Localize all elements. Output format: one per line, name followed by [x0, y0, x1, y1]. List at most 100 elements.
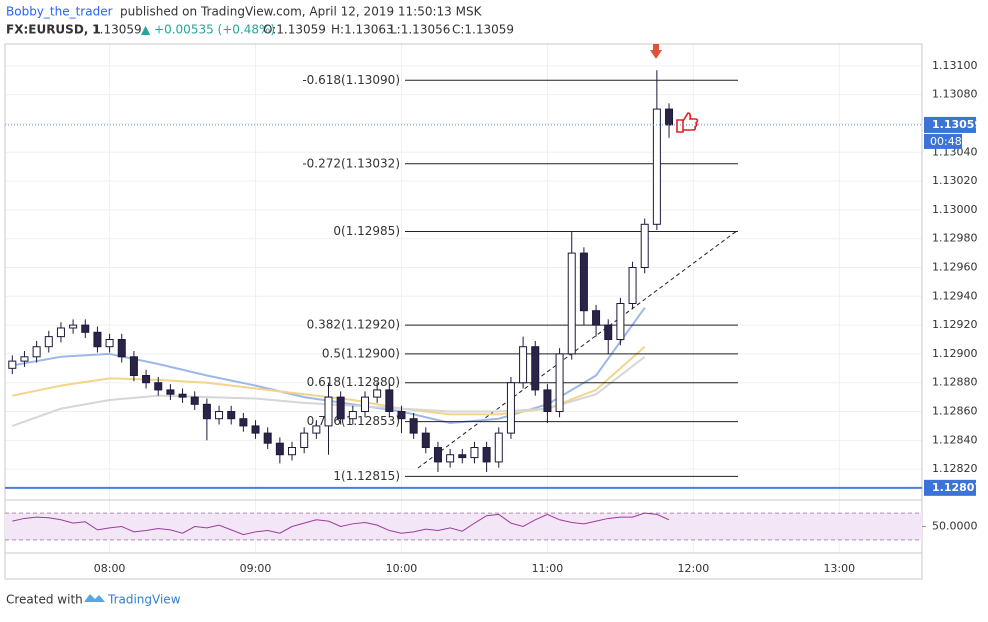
fib-label: 0.618(1.12880) — [307, 375, 400, 389]
candle-body — [105, 339, 114, 348]
fib-label: 0.382(1.12920) — [307, 318, 400, 332]
candle-body — [215, 411, 224, 420]
last-price-label: 1.13059 — [932, 118, 982, 131]
published: published on TradingView.com, April 12, … — [120, 5, 483, 19]
candle-body — [117, 339, 126, 358]
candle-body — [616, 303, 625, 341]
last: 1.13059 — [92, 23, 142, 37]
candle-body — [69, 324, 78, 329]
candle-body — [531, 346, 540, 391]
y-tick-label: 1.13100 — [932, 59, 978, 72]
candle-body — [336, 396, 345, 420]
support-tag — [924, 479, 976, 496]
candle-body — [592, 310, 601, 326]
candle-body — [421, 432, 430, 449]
countdown: 00:48 — [930, 135, 962, 148]
candle-body — [275, 442, 284, 456]
candle-body — [543, 389, 552, 413]
candle-body — [628, 267, 637, 305]
y-tick-label: 1.12960 — [932, 261, 978, 274]
symbol: FX:EURUSD, 1 — [6, 23, 101, 37]
candle-body — [142, 375, 151, 384]
fib-label: 0.5(1.12900) — [322, 346, 400, 360]
candle-body — [494, 432, 503, 463]
candle-body — [665, 108, 674, 126]
tv-logo — [84, 594, 105, 602]
candle-body — [288, 447, 297, 456]
candle-body — [20, 356, 29, 362]
candle-body — [129, 356, 138, 377]
footer-brand[interactable]: TradingView — [107, 593, 181, 607]
candle-body — [8, 360, 17, 369]
candle-body — [324, 396, 333, 427]
support-label: 1.12807 — [932, 481, 982, 494]
x-tick-label: 12:00 — [678, 562, 710, 575]
y-tick-label: 1.12880 — [932, 376, 978, 389]
close: C:1.13059 — [452, 23, 514, 37]
down-arrow-marker — [650, 44, 662, 59]
rsi-tick-label: 50.0000 — [932, 520, 978, 533]
candle-body — [93, 331, 102, 348]
change: ▲ +0.00535 (+0.48%) — [141, 23, 275, 37]
candle-body — [519, 346, 528, 384]
y-tick-label: 1.12900 — [932, 347, 978, 360]
candle-body — [579, 252, 588, 312]
y-tick-label: 1.12840 — [932, 433, 978, 446]
fib-label: -0.272(1.13032) — [302, 156, 400, 170]
candle-body — [32, 346, 41, 358]
fib-label: 0(1.12985) — [333, 224, 400, 238]
low: L:1.13056 — [390, 23, 450, 37]
rsi-band — [5, 513, 922, 540]
candle-body — [397, 411, 406, 420]
x-tick-label: 11:00 — [532, 562, 564, 575]
trend-line — [417, 229, 739, 469]
high: H:1.13063 — [331, 23, 394, 37]
candle-body — [81, 324, 90, 333]
fib-label: 1(1.12815) — [333, 469, 400, 483]
last-price-tag — [924, 116, 976, 133]
candle-body — [555, 353, 564, 413]
y-tick-label: 1.12920 — [932, 318, 978, 331]
candle-body — [506, 382, 515, 434]
y-tick-label: 1.12860 — [932, 405, 978, 418]
footer-created: Created with — [6, 593, 83, 607]
candle-body — [227, 411, 236, 420]
candle-body — [567, 252, 576, 355]
candle-body — [640, 223, 649, 268]
open: O:1.13059 — [263, 23, 326, 37]
y-tick-label: 1.13020 — [932, 174, 978, 187]
candle-body — [348, 411, 357, 420]
rsi-line — [12, 512, 670, 536]
candle-body — [263, 432, 272, 444]
candle-body — [482, 447, 491, 463]
x-tick-label: 13:00 — [823, 562, 855, 575]
candle-body — [433, 447, 442, 463]
candle-body — [470, 447, 479, 459]
candle-body — [385, 389, 394, 413]
y-tick-label: 1.13000 — [932, 203, 978, 216]
x-tick-label: 08:00 — [94, 562, 126, 575]
candle-body — [239, 418, 248, 427]
fib-label: -0.618(1.13090) — [302, 73, 400, 87]
candle-body — [190, 396, 199, 405]
y-tick-label: 1.12980 — [932, 232, 978, 245]
author[interactable]: Bobby_the_trader — [6, 5, 113, 19]
candle-body — [373, 389, 382, 398]
y-tick-label: 1.12940 — [932, 289, 978, 302]
candle-body — [166, 389, 175, 395]
candle-body — [44, 336, 53, 348]
x-tick-label: 10:00 — [386, 562, 418, 575]
candle-body — [178, 393, 187, 398]
candle-body — [360, 396, 369, 413]
y-tick-label: 1.13080 — [932, 88, 978, 101]
candle-body — [202, 403, 211, 420]
candle-body — [312, 425, 321, 434]
candle-body — [458, 454, 467, 459]
x-tick-label: 09:00 — [240, 562, 272, 575]
candle-body — [446, 454, 455, 463]
countdown-tag — [924, 133, 962, 149]
candle-body — [604, 324, 613, 341]
candle-body — [251, 425, 260, 434]
